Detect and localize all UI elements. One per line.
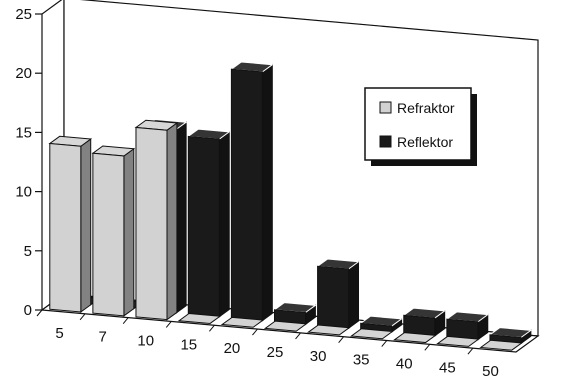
x-tick-label: 20	[224, 340, 241, 357]
bar-refraktor-20	[220, 316, 265, 328]
bar-refraktor-5	[48, 135, 93, 313]
x-tick-mark	[208, 324, 215, 332]
bar-reflektor-20	[230, 61, 274, 322]
bar-side	[348, 260, 360, 330]
bar-reflektor-35	[359, 315, 403, 333]
bar-refraktor-40	[393, 332, 437, 344]
bar-reflektor-25	[273, 302, 317, 326]
bar-refraktor-30	[306, 324, 351, 336]
bar-front	[92, 152, 125, 317]
x-tick-mark	[467, 347, 474, 355]
legend-label-refraktor: Refraktor	[397, 100, 455, 116]
bar-reflektor-45	[445, 311, 490, 341]
x-tick-label: 5	[55, 325, 63, 342]
y-tick-label: 25	[15, 6, 32, 23]
bar-side	[80, 138, 92, 313]
bar-side	[261, 63, 273, 322]
bar-reflektor-40	[402, 307, 447, 337]
bar-base	[306, 324, 351, 336]
bar-reflektor-15	[186, 128, 231, 318]
bar-side	[175, 121, 187, 314]
bars	[48, 61, 533, 351]
x-axis-ticks: 5 7 10 15 20 25 30 35 40 45 50	[36, 309, 499, 380]
bar-refraktor-10	[134, 119, 179, 321]
x-tick-mark	[79, 313, 86, 321]
x-tick-mark	[424, 344, 431, 351]
x-tick-label: 50	[482, 363, 499, 380]
bar-refraktor-35	[350, 328, 394, 340]
bar-base	[479, 339, 524, 351]
x-tick-label: 25	[267, 344, 284, 361]
bar-side	[166, 122, 178, 321]
bar-base	[436, 335, 480, 347]
bar-front	[317, 265, 350, 329]
bar-refraktor-45	[436, 335, 480, 347]
x-tick-mark	[122, 317, 129, 324]
y-axis-ticks: 0 5 10 15 20 25	[15, 6, 42, 319]
y-tick-label: 0	[24, 302, 32, 319]
bar-refraktor-50	[479, 339, 524, 351]
x-tick-label: 35	[353, 352, 370, 369]
legend-swatch-refraktor	[379, 101, 392, 114]
bar-refraktor-15	[177, 312, 222, 324]
bar-base	[220, 316, 265, 328]
x-tick-label: 7	[98, 329, 106, 346]
bar-refraktor-25	[263, 320, 308, 332]
bar-base	[350, 328, 394, 340]
x-tick-mark	[36, 309, 43, 317]
x-tick-label: 30	[310, 348, 327, 365]
bar-side	[123, 147, 135, 317]
x-tick-mark	[381, 340, 388, 347]
bar-side	[218, 130, 230, 318]
bar-front	[230, 68, 263, 322]
x-tick-label: 15	[180, 336, 197, 353]
y-tick-label: 15	[15, 124, 32, 141]
legend: Refraktor Reflektor	[364, 87, 477, 166]
bar-base	[393, 332, 437, 344]
back-wall	[63, 0, 539, 337]
legend-swatch-reflektor	[379, 135, 392, 148]
x-tick-label: 40	[396, 355, 413, 372]
y-tick-label: 20	[15, 65, 32, 82]
x-tick-label: 45	[439, 359, 456, 376]
x-tick-label: 10	[137, 333, 154, 350]
legend-label-reflektor: Reflektor	[397, 134, 453, 150]
x-tick-mark	[165, 321, 172, 328]
bar-refraktor-7	[91, 145, 136, 317]
x-tick-mark	[295, 332, 301, 340]
legend-box	[364, 87, 472, 161]
bar-base	[177, 312, 222, 324]
bar-base	[263, 320, 308, 332]
bar-reflektor-30	[316, 258, 360, 330]
bar-front	[187, 135, 220, 318]
y-tick-label: 5	[24, 243, 32, 260]
y-tick-label: 10	[15, 184, 32, 201]
bar-front	[135, 126, 168, 321]
bar-front	[49, 142, 82, 313]
x-tick-mark	[252, 328, 258, 336]
x-tick-mark	[338, 336, 345, 344]
